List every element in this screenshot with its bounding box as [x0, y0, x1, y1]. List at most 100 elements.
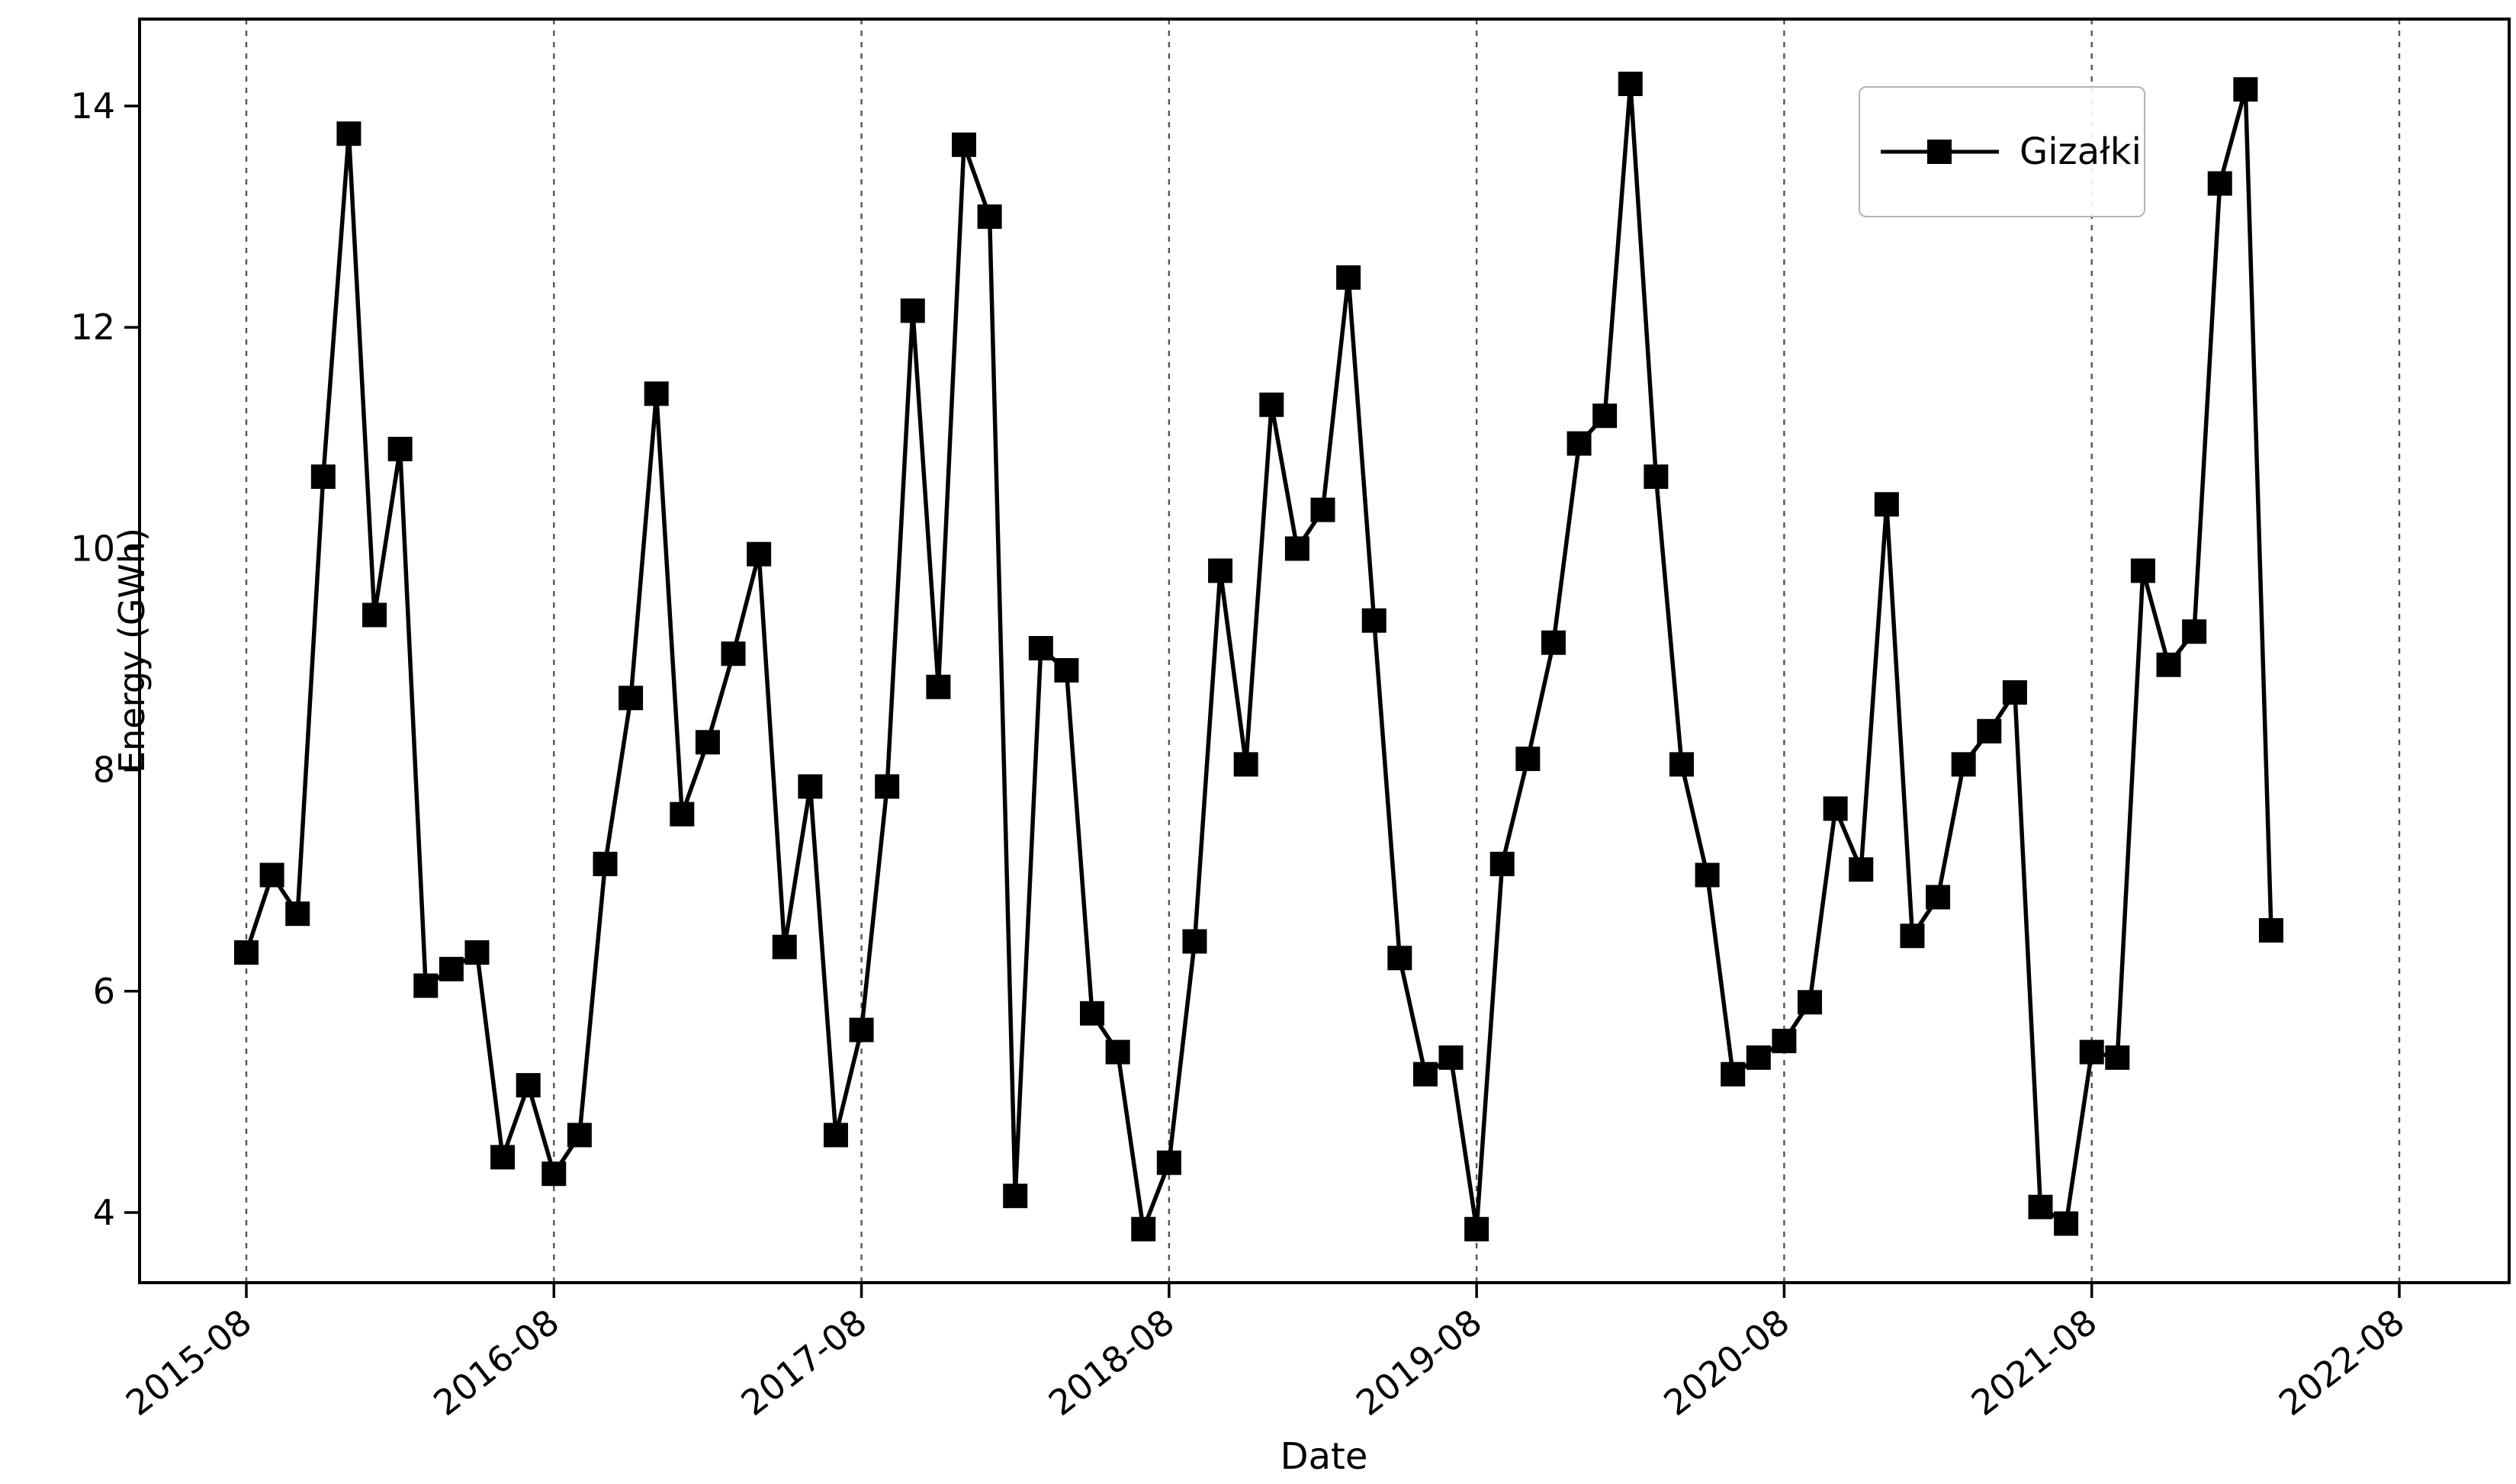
data-point: [2079, 1039, 2104, 1065]
data-point: [1977, 718, 2002, 744]
data-point: [2233, 77, 2258, 102]
data-point: [670, 801, 695, 827]
x-tick-label: 2018-08: [1041, 1301, 1182, 1424]
data-point: [1028, 635, 1053, 660]
y-tick-label: 8: [93, 750, 115, 791]
data-point: [2156, 652, 2181, 677]
data-point: [823, 1123, 848, 1148]
data-point: [362, 602, 387, 628]
x-tick-label: 2019-08: [1348, 1301, 1489, 1424]
y-tick-label: 12: [70, 307, 115, 348]
data-point: [2105, 1045, 2130, 1070]
data-point: [1054, 658, 1079, 683]
data-point: [1566, 431, 1592, 456]
data-point: [541, 1161, 567, 1187]
data-point: [977, 204, 1002, 230]
data-point: [1951, 752, 1976, 777]
data-point: [1208, 558, 1233, 583]
x-tick-label: 2020-08: [1656, 1301, 1797, 1424]
legend-label: Gizałki: [2020, 130, 2142, 173]
data-point: [1105, 1039, 1130, 1065]
x-tick-label: 2021-08: [1964, 1301, 2105, 1424]
data-point: [1156, 1150, 1181, 1175]
data-point: [619, 686, 644, 711]
data-point: [1669, 752, 1694, 777]
data-point: [1438, 1045, 1464, 1070]
data-point: [490, 1145, 516, 1170]
data-point: [1644, 464, 1669, 490]
data-line: [244, 82, 2273, 1232]
data-point: [1849, 857, 1874, 882]
x-tick-label: 2017-08: [734, 1301, 875, 1424]
data-point: [900, 298, 925, 323]
data-point: [1926, 885, 1951, 910]
data-point: [2258, 917, 2283, 943]
data-point: [2054, 1211, 2079, 1236]
data-point: [1361, 608, 1387, 633]
data-point: [259, 862, 284, 888]
y-tick-label: 10: [70, 528, 115, 569]
y-axis-label: Energy (GWh): [111, 528, 153, 773]
data-point: [721, 641, 746, 667]
data-point: [1412, 1062, 1438, 1087]
y-tick-label: 14: [70, 85, 115, 127]
data-point: [772, 934, 797, 959]
data-point: [1515, 747, 1541, 772]
data-point: [1772, 1029, 1797, 1054]
y-tick-label: 4: [93, 1192, 115, 1233]
data-point: [1259, 392, 1284, 417]
data-point: [875, 774, 900, 799]
data-point: [1182, 929, 1207, 954]
data-point: [2130, 558, 2155, 583]
x-axis-label: Date: [1280, 1435, 1368, 1478]
data-point: [567, 1123, 592, 1148]
data-point: [1900, 923, 1925, 949]
legend: Gizałki: [1859, 86, 2145, 217]
data-point: [2002, 680, 2027, 705]
data-point: [1798, 990, 1823, 1015]
data-point: [1489, 851, 1515, 876]
data-point: [310, 464, 336, 490]
data-point: [2028, 1194, 2053, 1219]
data-point: [1131, 1216, 1156, 1241]
data-point: [644, 381, 669, 406]
data-point: [1464, 1216, 1489, 1241]
data-point: [1695, 862, 1720, 888]
data-point: [849, 1017, 874, 1042]
data-point: [1874, 492, 1899, 517]
data-point: [1080, 1001, 1105, 1026]
x-tick-label: 2016-08: [426, 1301, 567, 1424]
data-point: [387, 436, 413, 461]
data-point: [1387, 946, 1412, 971]
x-tick-label: 2015-08: [118, 1301, 259, 1424]
data-point: [1823, 796, 1848, 821]
data-point: [1618, 71, 1643, 96]
data-point: [695, 730, 720, 755]
data-point: [747, 541, 772, 567]
data-point: [413, 973, 439, 998]
data-point: [1541, 630, 1566, 655]
data-point: [336, 121, 361, 146]
data-point: [1746, 1045, 1771, 1070]
data-point: [464, 940, 490, 965]
data-point: [926, 674, 951, 699]
data-point: [1003, 1184, 1028, 1209]
y-tick-label: 6: [93, 971, 115, 1012]
legend-marker-icon: [1881, 140, 1999, 164]
data-point: [1721, 1062, 1746, 1087]
data-point: [1310, 497, 1335, 522]
plot-border: [138, 18, 2511, 1284]
data-point: [439, 956, 464, 981]
data-point: [593, 851, 618, 876]
x-tick-label: 2022-08: [2271, 1301, 2412, 1424]
data-point: [1336, 265, 1361, 290]
data-point: [1592, 403, 1618, 429]
data-point: [516, 1073, 541, 1098]
data-point: [1284, 536, 1309, 561]
data-point: [2207, 171, 2232, 196]
data-point: [951, 132, 976, 157]
data-point: [2182, 619, 2207, 644]
data-point: [285, 901, 310, 927]
data-point: [1233, 752, 1258, 777]
